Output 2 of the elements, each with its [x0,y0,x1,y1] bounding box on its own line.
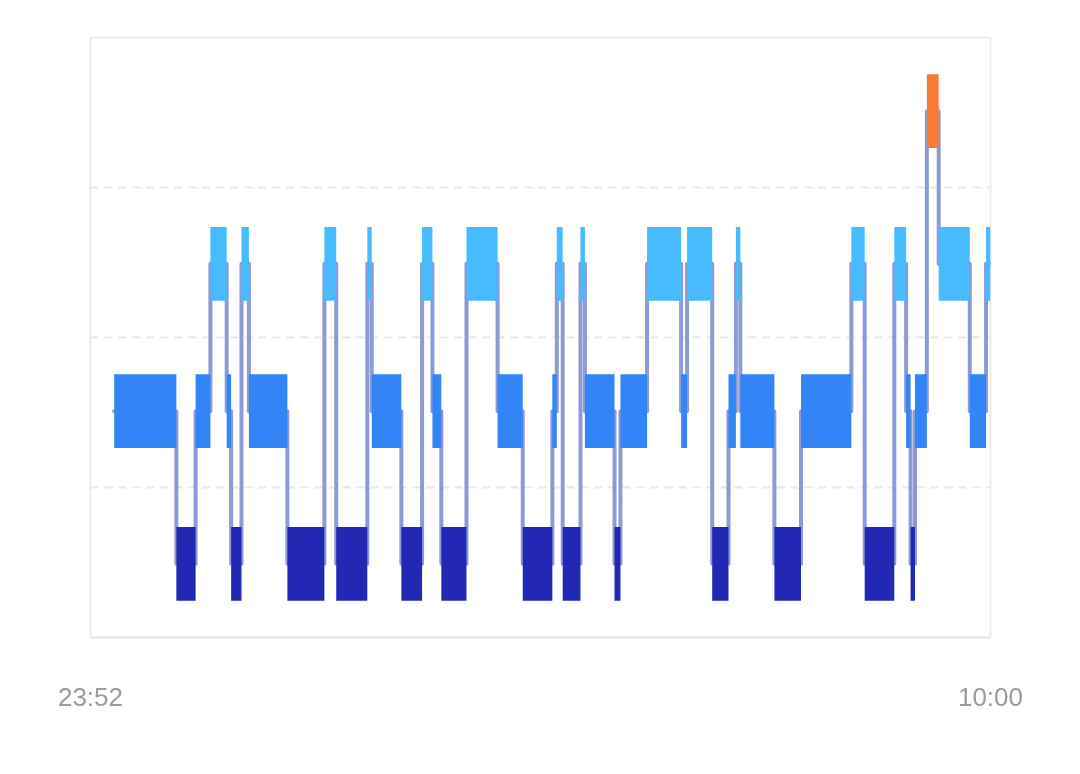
x-tick-label: 23:52 [57,681,124,712]
x-tick-label: 10:00 [957,681,1024,712]
